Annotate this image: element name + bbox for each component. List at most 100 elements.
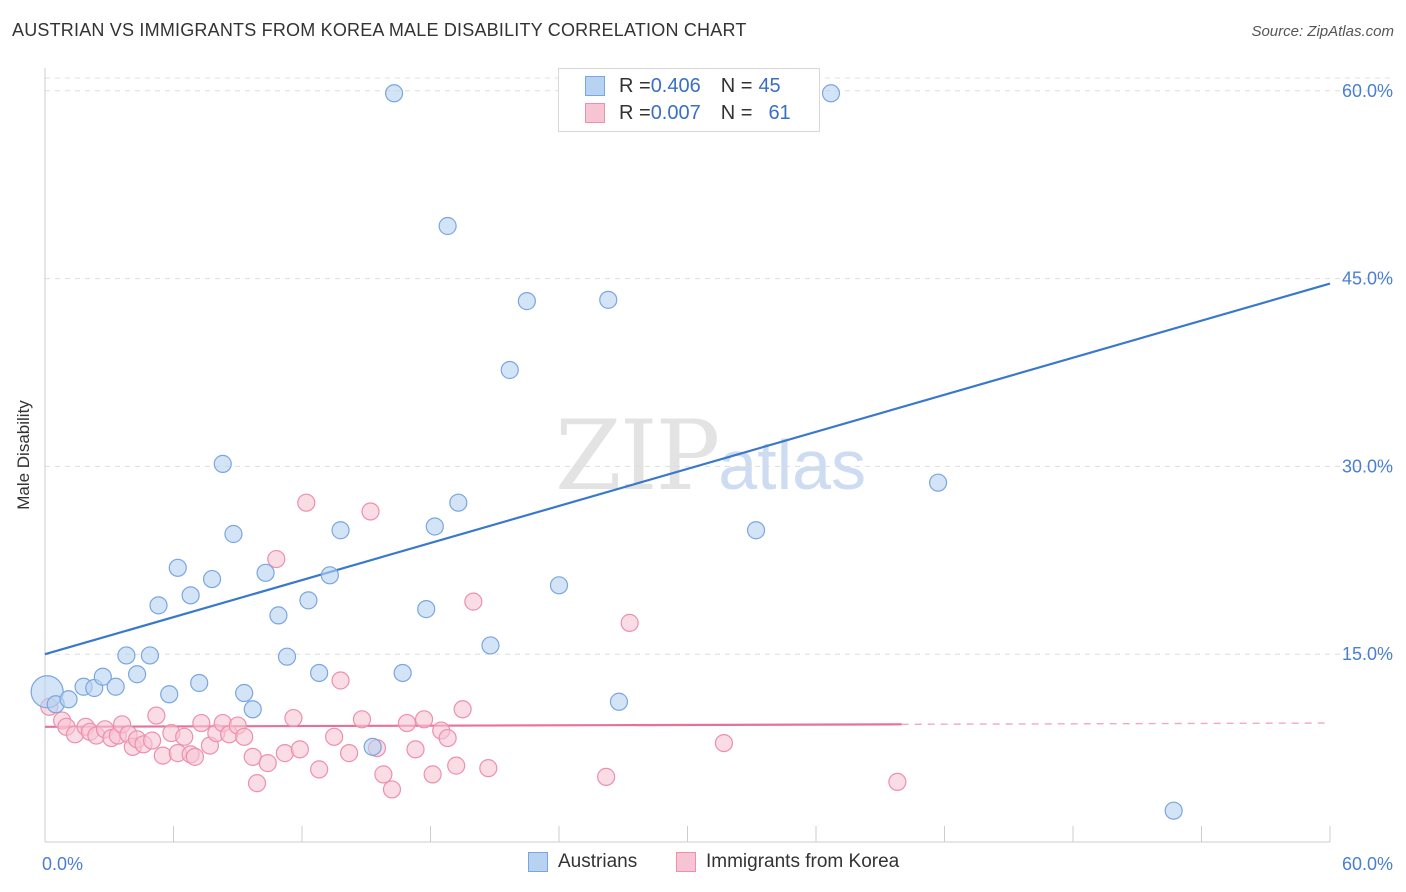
korea-point: [175, 727, 194, 746]
austrians-point: [417, 600, 436, 619]
austrians-point: [363, 737, 382, 756]
korea-point: [620, 613, 639, 632]
austrians-point: [59, 690, 78, 709]
trendline-korea: [44, 723, 902, 728]
austrians-point: [106, 677, 125, 696]
legend-n-value-korea: 61: [768, 101, 791, 124]
legend-r-value-austrians: 0.406: [650, 74, 701, 97]
austrians-point: [140, 646, 160, 665]
korea-point: [423, 765, 442, 784]
y-tick-label: 60.0%: [1342, 81, 1393, 101]
bottom-label-korea: Immigrants from Korea: [706, 851, 900, 872]
x-tick-label: 0.0%: [42, 854, 83, 874]
austrians-point: [235, 683, 254, 703]
legend-swatch-korea: [585, 103, 605, 123]
korea-point: [382, 780, 402, 799]
legend-swatch-austrians: [585, 76, 605, 96]
korea-point: [447, 756, 466, 775]
y-tick-label: 45.0%: [1342, 269, 1393, 289]
chart-title: AUSTRIAN VS IMMIGRANTS FROM KOREA MALE D…: [12, 20, 747, 40]
korea-point: [340, 744, 359, 763]
bottom-label-austrians: Austrians: [558, 851, 638, 872]
austrians-point: [181, 586, 200, 605]
y-tick-label: 30.0%: [1342, 456, 1393, 476]
trendline-austrians: [44, 282, 1331, 656]
korea-point: [297, 493, 316, 512]
austrians-point: [202, 569, 222, 589]
korea-point: [464, 592, 483, 611]
austrians-points: [30, 84, 1183, 820]
korea-point: [888, 772, 907, 792]
austrians-point: [549, 576, 569, 595]
korea-point: [414, 710, 434, 729]
austrians-point: [256, 563, 275, 582]
austrians-point: [168, 558, 187, 577]
austrians-point: [425, 517, 444, 536]
austrians-point: [438, 216, 457, 236]
korea-point: [438, 728, 457, 748]
austrians-point: [517, 292, 536, 311]
austrians-point: [331, 521, 350, 540]
watermark-zip: ZIP: [555, 400, 720, 512]
korea-points: [40, 493, 907, 799]
korea-point: [325, 727, 344, 746]
austrians-point: [928, 473, 948, 492]
austrians-point: [224, 524, 243, 544]
korea-point: [147, 706, 166, 725]
korea-point: [275, 744, 294, 763]
korea-point: [331, 671, 350, 690]
bottom-swatch-austrians: [528, 852, 548, 872]
source-credit: Source: ZipAtlas.com: [1251, 23, 1394, 40]
austrians-point: [93, 667, 112, 686]
austrians-point: [299, 591, 318, 610]
korea-point: [153, 746, 172, 765]
austrians-point: [117, 646, 136, 665]
tick-labels: 15.0% 30.0% 45.0% 60.0% 0.0% 60.0%: [42, 81, 1393, 874]
austrians-point: [481, 636, 500, 655]
legend-row-korea: R = 0.007 N = 61: [585, 100, 791, 126]
austrians-point: [160, 685, 179, 704]
austrians-point: [599, 290, 618, 309]
legend-r-label: R =: [619, 101, 651, 124]
trend-lines: [44, 282, 1331, 728]
bottom-swatch-korea: [676, 852, 696, 872]
watermark: ZIPatlas: [555, 400, 866, 512]
korea-point: [310, 760, 329, 779]
legend-r-label: R =: [619, 74, 651, 97]
korea-point: [453, 700, 472, 719]
korea-point: [192, 713, 211, 733]
bottom-legend-austrians: Austrians: [528, 851, 637, 873]
bottom-legend-korea: Immigrants from Korea: [676, 851, 899, 873]
korea-point: [361, 502, 380, 521]
korea-point: [290, 740, 309, 759]
austrians-point: [746, 521, 766, 540]
austrians-point: [1164, 801, 1183, 820]
austrians-point: [310, 663, 329, 683]
austrians-point: [609, 692, 629, 711]
y-tick-label: 15.0%: [1342, 644, 1393, 664]
y-axis-label: Male Disability: [14, 400, 33, 510]
korea-point: [479, 759, 498, 778]
x-tick-label: 60.0%: [1342, 854, 1393, 874]
legend-box: R = 0.406 N = 45 R = 0.007 N = 61: [558, 68, 820, 132]
legend-n-label: N =: [720, 74, 753, 97]
grid-lines: [45, 77, 1392, 655]
korea-point: [374, 765, 393, 784]
legend-r-value-korea: 0.007: [650, 101, 701, 124]
austrians-point: [149, 596, 168, 615]
austrians-point: [269, 606, 288, 625]
austrians-point: [821, 84, 841, 103]
korea-point: [406, 740, 425, 759]
korea-point: [352, 710, 372, 729]
korea-point: [142, 731, 162, 750]
korea-point: [267, 549, 286, 569]
austrians-point: [393, 663, 412, 683]
korea-point: [258, 754, 277, 773]
austrians-point: [243, 700, 262, 719]
austrians-point: [127, 665, 147, 684]
korea-point: [185, 747, 205, 766]
korea-point: [284, 708, 303, 728]
legend-row-austrians: R = 0.406 N = 45: [585, 73, 781, 99]
korea-point: [235, 727, 254, 746]
